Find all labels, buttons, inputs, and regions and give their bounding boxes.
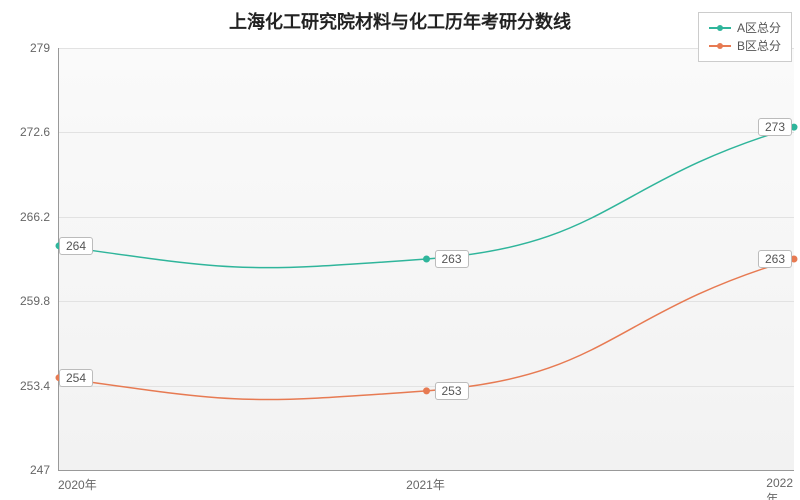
series-line	[59, 259, 794, 400]
line-layer	[59, 48, 794, 470]
y-tick-label: 259.8	[0, 294, 50, 308]
data-marker	[424, 256, 430, 262]
y-tick-label: 279	[0, 41, 50, 55]
series-line	[59, 127, 794, 268]
chart-title: 上海化工研究院材料与化工历年考研分数线	[0, 8, 800, 34]
data-label: 263	[434, 250, 468, 268]
y-tick-label: 253.4	[0, 379, 50, 393]
legend-label: B区总分	[737, 37, 781, 55]
data-label: 264	[59, 237, 93, 255]
y-tick-label: 266.2	[0, 210, 50, 224]
legend-item: A区总分	[709, 19, 781, 37]
legend: A区总分B区总分	[698, 12, 792, 62]
score-line-chart: 上海化工研究院材料与化工历年考研分数线 A区总分B区总分 247 253.4 259…	[0, 0, 800, 500]
legend-swatch	[709, 45, 731, 47]
data-label: 263	[758, 250, 792, 268]
data-marker	[424, 388, 430, 394]
data-label: 254	[59, 369, 93, 387]
plot-area	[58, 48, 794, 471]
legend-item: B区总分	[709, 37, 781, 55]
y-tick-label: 272.6	[0, 125, 50, 139]
x-tick-label: 2021年	[406, 476, 445, 493]
legend-swatch	[709, 27, 731, 29]
data-label: 253	[434, 382, 468, 400]
x-tick-label: 2022年	[766, 476, 793, 500]
x-tick-label: 2020年	[58, 476, 97, 493]
data-label: 273	[758, 118, 792, 136]
legend-label: A区总分	[737, 19, 781, 37]
y-tick-label: 247	[0, 463, 50, 477]
